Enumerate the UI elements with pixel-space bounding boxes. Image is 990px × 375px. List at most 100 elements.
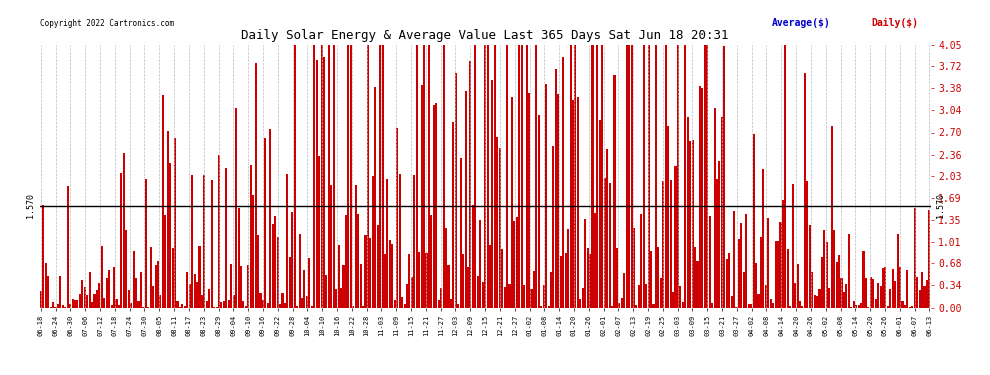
Bar (59, 276, 61, 308)
Bar (816, 296, 818, 307)
Bar (716, 178, 718, 308)
Bar (399, 174, 401, 308)
Bar (108, 270, 110, 308)
Bar (286, 174, 288, 308)
Bar (782, 200, 784, 308)
Bar (216, 307, 218, 308)
Text: Daily($): Daily($) (871, 18, 918, 28)
Bar (477, 276, 479, 308)
Bar (238, 208, 240, 308)
Bar (842, 292, 845, 308)
Bar (372, 176, 374, 308)
Bar (591, 45, 594, 308)
Bar (208, 289, 210, 308)
Bar (396, 128, 398, 308)
Bar (633, 228, 635, 308)
Bar (724, 46, 726, 308)
Bar (491, 80, 493, 308)
Bar (404, 304, 406, 307)
Bar (125, 230, 128, 308)
Bar (606, 149, 608, 308)
Bar (831, 126, 833, 308)
Bar (338, 245, 340, 308)
Bar (755, 263, 757, 308)
Bar (616, 248, 618, 308)
Bar (296, 306, 298, 308)
Bar (218, 155, 220, 308)
Bar (518, 45, 521, 308)
Bar (276, 237, 278, 308)
Bar (347, 45, 349, 308)
Bar (838, 255, 841, 308)
Bar (657, 247, 659, 308)
Bar (701, 88, 703, 308)
Bar (48, 276, 50, 308)
Bar (103, 298, 105, 307)
Bar (687, 117, 689, 308)
Bar (140, 272, 142, 308)
Bar (696, 261, 699, 308)
Bar (889, 289, 891, 308)
Bar (186, 272, 188, 308)
Bar (411, 277, 413, 308)
Bar (61, 305, 63, 308)
Bar (679, 285, 681, 308)
Bar (733, 211, 736, 308)
Bar (43, 205, 45, 308)
Bar (176, 301, 178, 307)
Bar (343, 265, 345, 308)
Bar (469, 62, 471, 308)
Bar (84, 287, 86, 308)
Bar (669, 180, 671, 308)
Bar (446, 228, 447, 308)
Bar (235, 108, 238, 308)
Bar (584, 219, 586, 308)
Bar (121, 173, 123, 308)
Bar (523, 285, 526, 308)
Bar (308, 258, 311, 307)
Bar (96, 290, 98, 308)
Bar (541, 306, 543, 308)
Bar (819, 289, 821, 308)
Bar (274, 216, 276, 308)
Bar (684, 45, 686, 308)
Bar (760, 237, 762, 308)
Bar (421, 85, 423, 308)
Bar (609, 183, 611, 308)
Bar (316, 60, 318, 308)
Bar (74, 300, 76, 307)
Bar (184, 306, 186, 308)
Bar (394, 300, 396, 307)
Bar (789, 306, 791, 308)
Bar (454, 73, 456, 308)
Bar (128, 290, 130, 308)
Bar (852, 302, 854, 307)
Bar (794, 284, 796, 308)
Bar (474, 45, 476, 308)
Bar (731, 296, 733, 307)
Bar (528, 93, 530, 308)
Bar (40, 291, 42, 308)
Bar (806, 181, 809, 308)
Bar (231, 264, 233, 308)
Bar (418, 252, 420, 308)
Bar (662, 181, 664, 308)
Bar (577, 97, 579, 308)
Bar (650, 251, 652, 308)
Bar (306, 296, 308, 307)
Bar (647, 45, 649, 308)
Bar (116, 299, 118, 307)
Bar (902, 301, 904, 307)
Bar (428, 45, 430, 308)
Bar (772, 303, 774, 307)
Bar (914, 208, 916, 308)
Bar (196, 282, 198, 308)
Bar (264, 138, 266, 308)
Bar (357, 214, 359, 308)
Bar (159, 295, 161, 307)
Bar (181, 304, 183, 307)
Bar (52, 302, 54, 307)
Bar (303, 270, 306, 308)
Bar (550, 272, 552, 308)
Bar (554, 69, 557, 308)
